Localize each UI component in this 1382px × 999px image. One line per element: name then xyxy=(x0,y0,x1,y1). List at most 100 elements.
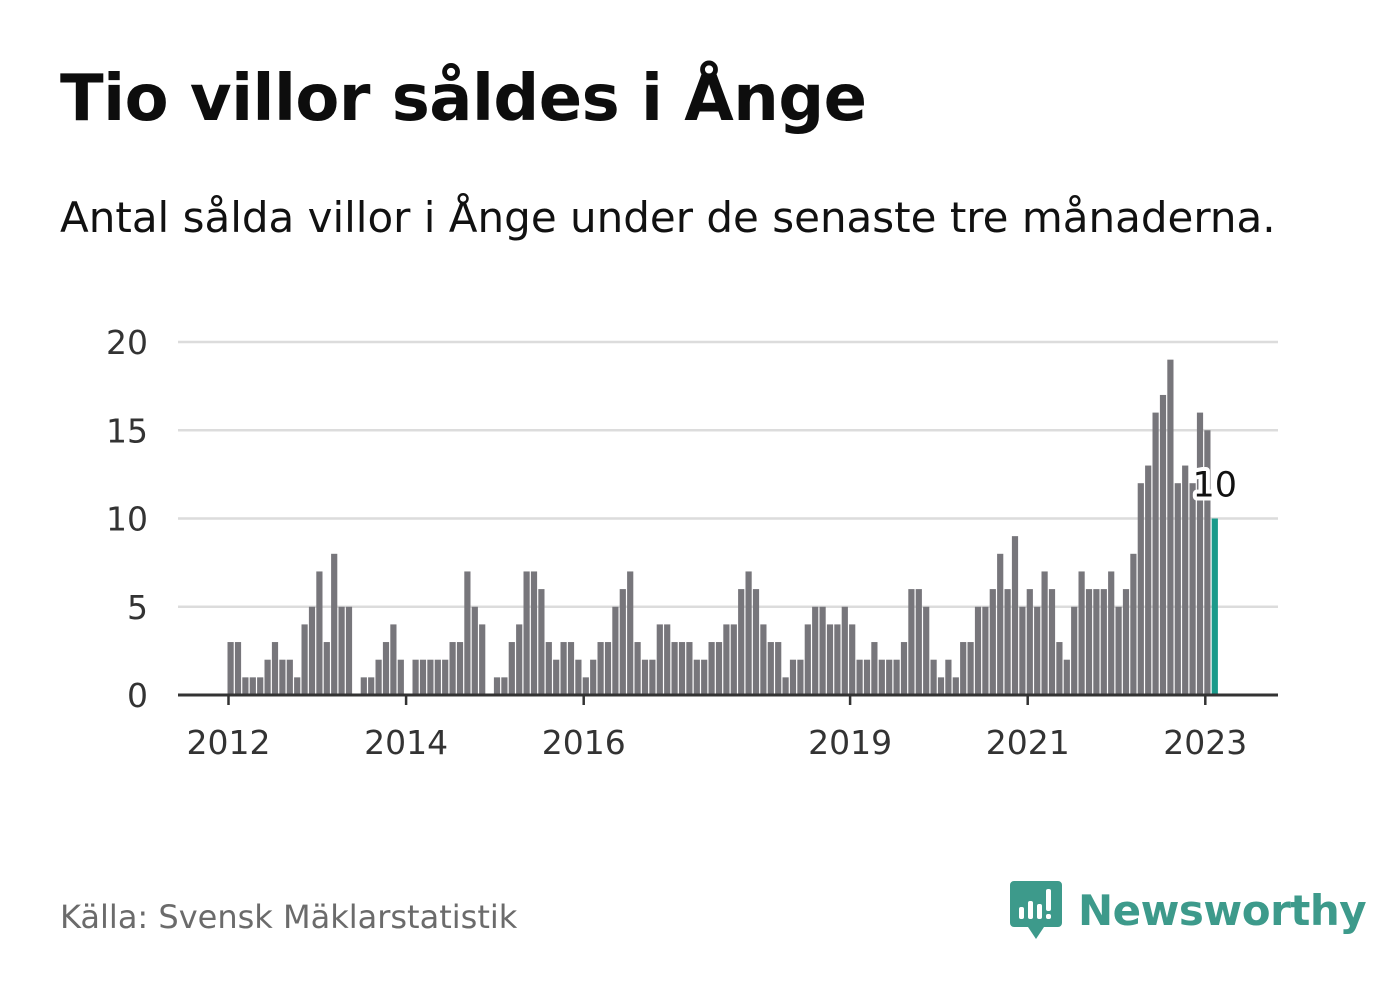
bar xyxy=(908,589,915,695)
x-tick-label: 2014 xyxy=(364,723,448,762)
bar xyxy=(419,659,427,695)
bar xyxy=(575,659,582,695)
bar xyxy=(1085,589,1093,695)
y-tick-label: 20 xyxy=(106,323,148,362)
highlight-value-label: 10 xyxy=(1193,466,1238,506)
y-tick-label: 15 xyxy=(106,411,148,450)
bar xyxy=(1174,483,1181,695)
bar xyxy=(752,589,760,695)
y-tick-label: 5 xyxy=(127,588,148,627)
bar xyxy=(279,659,286,695)
bar xyxy=(812,606,819,695)
bar xyxy=(1078,571,1085,695)
bar xyxy=(1004,589,1011,695)
bar xyxy=(967,642,974,695)
bar xyxy=(775,642,782,695)
bar xyxy=(937,677,945,695)
bar xyxy=(1100,589,1107,695)
bar xyxy=(1152,412,1159,695)
bar xyxy=(982,606,989,695)
chart-subtitle: Antal sålda villor i Ånge under de senas… xyxy=(60,193,1276,242)
bar xyxy=(1182,465,1189,695)
bar xyxy=(782,677,789,695)
bar xyxy=(493,677,501,695)
bar xyxy=(930,659,937,695)
bar xyxy=(456,642,464,695)
bar xyxy=(301,624,308,695)
bar xyxy=(368,677,375,695)
bar xyxy=(1145,465,1152,695)
x-tick-label: 2012 xyxy=(187,723,271,762)
bar xyxy=(227,642,234,695)
bar xyxy=(323,642,330,695)
bar xyxy=(789,659,797,695)
bar xyxy=(871,642,878,695)
bar xyxy=(1063,659,1070,695)
bar xyxy=(257,677,264,695)
chart-title: Tio villor såldes i Ånge xyxy=(60,62,867,136)
bar xyxy=(360,677,367,695)
bar xyxy=(375,659,382,695)
bar xyxy=(619,589,626,695)
bar xyxy=(545,642,552,695)
bar xyxy=(804,624,811,695)
bar xyxy=(834,624,841,695)
bar xyxy=(960,642,967,695)
bar xyxy=(723,624,730,695)
bar xyxy=(338,606,345,695)
source-note: Källa: Svensk Mäklarstatistik xyxy=(60,898,518,936)
bar-highlight xyxy=(1211,518,1218,695)
bar xyxy=(604,642,612,695)
bar xyxy=(826,624,834,695)
bar xyxy=(634,642,641,695)
bar xyxy=(856,659,863,695)
bar xyxy=(886,659,893,695)
bar xyxy=(1011,536,1019,695)
x-tick-label: 2023 xyxy=(1163,723,1247,762)
x-tick-label: 2016 xyxy=(542,723,626,762)
bar xyxy=(1130,553,1137,695)
bar xyxy=(1167,359,1174,695)
bar xyxy=(501,677,508,695)
bar xyxy=(849,624,856,695)
bar xyxy=(671,642,678,695)
bar xyxy=(567,642,575,695)
bar xyxy=(427,659,434,695)
brand-name: Newsworthy xyxy=(1078,885,1367,935)
bar xyxy=(1026,589,1033,695)
bar xyxy=(708,642,715,695)
bar xyxy=(1137,483,1144,695)
bar xyxy=(1071,606,1078,695)
bar xyxy=(627,571,634,695)
bar xyxy=(1108,571,1115,695)
bar xyxy=(1048,589,1056,695)
brand-logo: Newsworthy xyxy=(1010,878,1367,942)
bar xyxy=(538,589,545,695)
bar xyxy=(701,659,708,695)
bar xyxy=(582,677,589,695)
bar xyxy=(664,624,671,695)
bar xyxy=(641,659,649,695)
bar xyxy=(508,642,515,695)
bar xyxy=(449,642,456,695)
bar xyxy=(530,571,538,695)
bar xyxy=(989,589,996,695)
bar xyxy=(1204,430,1211,695)
bar xyxy=(612,606,619,695)
bar xyxy=(893,659,900,695)
bar xyxy=(997,553,1004,695)
bar xyxy=(412,659,419,695)
bar xyxy=(767,642,774,695)
bar xyxy=(1196,412,1204,695)
bar xyxy=(294,677,301,695)
bar xyxy=(760,624,767,695)
y-tick-label: 10 xyxy=(106,500,148,539)
bar xyxy=(234,642,242,695)
bar xyxy=(797,659,804,695)
bar xyxy=(590,659,597,695)
bar xyxy=(915,589,922,695)
bar xyxy=(479,624,486,695)
y-tick-label: 0 xyxy=(127,676,148,715)
bar xyxy=(1034,606,1041,695)
bar xyxy=(878,659,885,695)
